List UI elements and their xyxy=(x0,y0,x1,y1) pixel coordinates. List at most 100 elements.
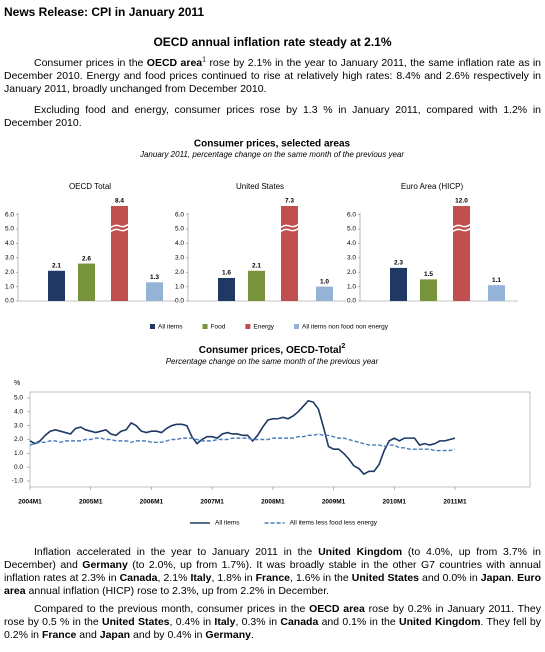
bar xyxy=(453,206,470,301)
value-label: 1.1 xyxy=(492,277,501,284)
title-note: 2 xyxy=(341,343,345,350)
legend-swatch xyxy=(150,324,155,329)
x-tick-label: 2004M1 xyxy=(18,499,42,506)
bold-text: France xyxy=(41,629,77,641)
y-tick-label: 0.0 xyxy=(5,298,14,305)
x-tick-label: 2007M1 xyxy=(200,499,224,506)
y-tick-label: 2.0 xyxy=(347,269,356,276)
text-run: Inflation accelerated in the year to Jan… xyxy=(34,546,319,558)
y-tick-label: 6.0 xyxy=(5,211,14,218)
bar xyxy=(488,285,505,301)
value-label: 1.6 xyxy=(222,270,231,277)
bold-text: Germany xyxy=(82,559,128,571)
value-label: 2.1 xyxy=(52,262,61,269)
text-run: . xyxy=(250,629,254,641)
bar xyxy=(420,279,437,301)
y-tick-label: 3.0 xyxy=(14,422,23,429)
y-tick-label: 6.0 xyxy=(347,211,356,218)
y-tick-label: 4.0 xyxy=(14,409,23,416)
text-run: , 2.1% xyxy=(157,572,191,584)
value-label: 8.4 xyxy=(115,198,124,205)
paragraph: Compared to the previous month, consumer… xyxy=(4,603,541,642)
y-tick-label: 6.0 xyxy=(175,211,184,218)
bold-text: France xyxy=(255,572,291,584)
x-tick-label: 2011M1 xyxy=(443,499,467,506)
x-tick-label: 2008M1 xyxy=(261,499,285,506)
bold-text: Japan xyxy=(99,629,131,641)
value-label: 2.1 xyxy=(252,262,261,269)
bold-text: Germany xyxy=(205,629,251,641)
text-run: (to 4.0%, up from 3.7% in December) and xyxy=(4,546,541,571)
bold-text: United States xyxy=(102,616,170,628)
panel-title: Euro Area (HICP) xyxy=(401,182,464,191)
y-tick-label: 3.0 xyxy=(347,255,356,262)
axis-break xyxy=(451,227,472,233)
y-tick-label: 4.0 xyxy=(175,240,184,247)
bar xyxy=(146,282,163,301)
bold-text: Euro area xyxy=(4,572,541,597)
y-tick-label: 1.0 xyxy=(175,283,184,290)
title-text: Consumer prices, OECD-Total xyxy=(199,345,342,356)
y-tick-label: 0.0 xyxy=(14,464,23,471)
text-run: 1 xyxy=(202,56,207,64)
y-tick-label: 3.0 xyxy=(175,255,184,262)
text-run: and 0.0% in xyxy=(419,572,481,584)
y-tick-label: 1.0 xyxy=(347,283,356,290)
legend-label: All items xyxy=(158,324,183,331)
y-tick-label: 5.0 xyxy=(14,395,23,402)
value-label: 7.3 xyxy=(285,198,294,205)
bar xyxy=(248,270,265,301)
text-run: Compared to the previous month, consumer… xyxy=(34,603,310,615)
y-tick-label: 2.0 xyxy=(14,436,23,443)
legend-label: Energy xyxy=(253,324,274,331)
legend-label: Food xyxy=(211,324,226,331)
bold-text: United States xyxy=(351,572,419,584)
y-tick-label: 1.0 xyxy=(14,450,23,457)
y-axis-label: % xyxy=(14,380,20,387)
bar xyxy=(218,277,235,301)
text-run: , 1.8% in xyxy=(211,572,256,584)
bar xyxy=(390,267,407,301)
y-tick-label: 0.0 xyxy=(347,298,356,305)
x-tick-label: 2005M1 xyxy=(79,499,103,506)
x-tick-label: 2009M1 xyxy=(322,499,346,506)
y-tick-label: 2.0 xyxy=(5,269,14,276)
legend-label: All items xyxy=(215,520,240,527)
y-tick-label: 5.0 xyxy=(347,226,356,233)
x-tick-label: 2010M1 xyxy=(383,499,407,506)
text-run: , 0.4% in xyxy=(169,616,215,628)
y-tick-label: 1.0 xyxy=(5,283,14,290)
text-run: and 0.1% in the xyxy=(318,616,400,628)
bold-text: OECD area xyxy=(309,603,365,615)
plot-frame xyxy=(29,391,531,488)
chart-title: Consumer prices, OECD-Total2 xyxy=(199,343,346,356)
panel-title: United States xyxy=(236,182,284,191)
chart-title: Consumer prices, selected areas xyxy=(194,139,351,150)
text-run: and xyxy=(76,629,100,641)
bold-text: Italy xyxy=(190,572,212,584)
value-label: 1.0 xyxy=(320,278,329,285)
bold-text: Canada xyxy=(119,572,158,584)
bold-text: United Kingdom xyxy=(318,546,403,558)
text-run: (to 2.0%, up from 1.7%). It was broadly … xyxy=(4,559,541,584)
bar xyxy=(48,270,65,301)
bold-text: Japan xyxy=(480,572,512,584)
paragraph: Excluding food and energy, consumer pric… xyxy=(4,104,541,130)
axis-break xyxy=(109,223,130,229)
value-label: 12.0 xyxy=(455,198,468,205)
bold-text: United Kingdom xyxy=(399,616,481,628)
axis-break xyxy=(279,223,300,229)
legend-swatch xyxy=(202,324,208,329)
value-label: 2.6 xyxy=(82,255,91,262)
text-run: Consumer prices in the xyxy=(34,57,147,69)
paragraph: Consumer prices in the OECD area1 rose b… xyxy=(4,57,541,96)
text-run: annual inflation (HICP) rose to 2.3%, up… xyxy=(25,585,330,597)
y-tick-label: 4.0 xyxy=(5,240,14,247)
y-tick-label: 5.0 xyxy=(5,226,14,233)
legend-swatch xyxy=(245,324,251,329)
axis-break xyxy=(109,227,130,233)
x-tick-label: 2006M1 xyxy=(140,499,164,506)
legend-label: All items non food non energy xyxy=(302,324,389,331)
